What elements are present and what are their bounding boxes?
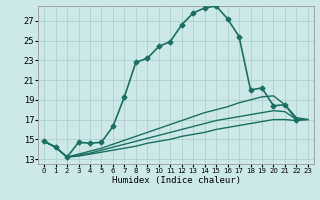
X-axis label: Humidex (Indice chaleur): Humidex (Indice chaleur) xyxy=(111,176,241,185)
